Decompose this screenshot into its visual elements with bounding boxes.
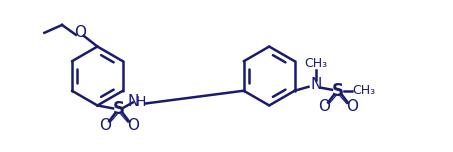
Text: O: O: [127, 118, 139, 133]
Text: S: S: [332, 82, 344, 100]
Text: O: O: [74, 25, 86, 40]
Text: O: O: [346, 99, 358, 114]
Text: H: H: [135, 95, 146, 109]
Text: N: N: [127, 94, 139, 109]
Text: N: N: [311, 77, 322, 92]
Text: O: O: [318, 99, 330, 114]
Text: S: S: [113, 100, 125, 118]
Text: O: O: [99, 118, 111, 133]
Text: CH₃: CH₃: [352, 84, 375, 97]
Text: CH₃: CH₃: [305, 57, 328, 70]
